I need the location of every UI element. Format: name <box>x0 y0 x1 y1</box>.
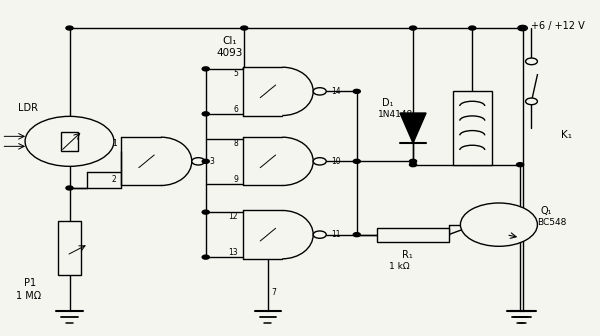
Text: D₁: D₁ <box>382 98 394 108</box>
Text: 14: 14 <box>331 87 341 96</box>
Text: 1 MΩ: 1 MΩ <box>16 291 41 301</box>
Text: 1: 1 <box>112 139 117 148</box>
Text: R₁: R₁ <box>402 250 412 260</box>
Text: 2: 2 <box>112 175 117 184</box>
Bar <box>61 132 78 151</box>
Text: +6 / +12 V: +6 / +12 V <box>532 22 585 31</box>
Text: 7: 7 <box>271 289 276 297</box>
Circle shape <box>526 58 538 65</box>
Text: 4093: 4093 <box>216 48 242 58</box>
Text: LDR: LDR <box>18 103 38 113</box>
Circle shape <box>469 26 476 30</box>
Circle shape <box>202 255 209 259</box>
Circle shape <box>409 163 416 167</box>
Text: 9: 9 <box>233 175 238 184</box>
Circle shape <box>313 158 326 165</box>
Text: 12: 12 <box>229 212 238 221</box>
Circle shape <box>518 26 527 31</box>
Text: BC548: BC548 <box>538 218 567 227</box>
Circle shape <box>25 116 114 166</box>
Circle shape <box>202 67 209 71</box>
Bar <box>453 91 491 165</box>
Text: 1 kΩ: 1 kΩ <box>389 262 410 271</box>
Bar <box>58 221 81 275</box>
Polygon shape <box>400 113 426 143</box>
Bar <box>377 228 449 242</box>
Text: 11: 11 <box>331 230 340 239</box>
Circle shape <box>353 159 361 163</box>
Circle shape <box>519 26 526 30</box>
Text: P1: P1 <box>24 278 36 288</box>
Circle shape <box>66 186 73 190</box>
Circle shape <box>241 26 248 30</box>
Circle shape <box>313 88 326 95</box>
Circle shape <box>353 89 361 93</box>
Text: CI₁: CI₁ <box>222 36 237 46</box>
Text: K₁: K₁ <box>561 130 572 140</box>
Circle shape <box>526 98 538 105</box>
Text: 5: 5 <box>233 69 238 78</box>
Text: 1N4148: 1N4148 <box>377 110 413 119</box>
Circle shape <box>192 158 205 165</box>
Circle shape <box>409 26 416 30</box>
Circle shape <box>202 159 209 163</box>
Text: 3: 3 <box>209 157 214 166</box>
Circle shape <box>517 163 524 167</box>
Text: Q₁: Q₁ <box>541 206 552 216</box>
Circle shape <box>202 112 209 116</box>
Text: 8: 8 <box>233 139 238 148</box>
Circle shape <box>409 159 416 163</box>
Circle shape <box>202 210 209 214</box>
Text: 10: 10 <box>331 157 341 166</box>
Circle shape <box>460 203 538 246</box>
Text: 6: 6 <box>233 105 238 114</box>
Circle shape <box>66 26 73 30</box>
Circle shape <box>313 231 326 238</box>
Text: 13: 13 <box>229 248 238 257</box>
Circle shape <box>353 233 361 237</box>
